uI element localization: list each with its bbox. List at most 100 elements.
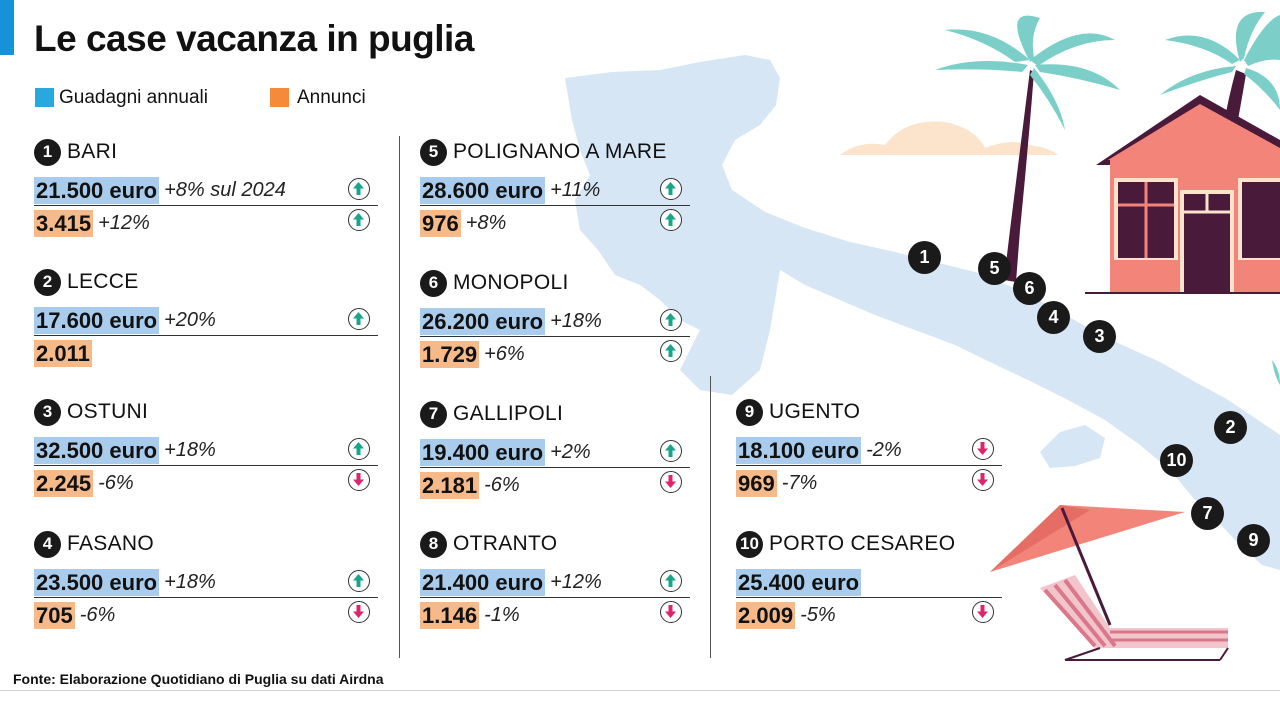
listings-row: 2.011 xyxy=(34,338,92,368)
page-title: Le case vacanza in puglia xyxy=(34,18,474,59)
map-marker: 3 xyxy=(1083,320,1116,353)
city-name: POLIGNANO A MARE xyxy=(453,140,667,163)
source-footer: Fonte: Elaborazione Quotidiano di Puglia… xyxy=(13,671,384,687)
arrow-up-icon xyxy=(660,440,682,462)
city-card: 10 PORTO CESAREO 25.400 euro 2.009 -5% xyxy=(736,529,1004,631)
earnings-row: 25.400 euro xyxy=(736,567,862,597)
puglia-map-shape xyxy=(565,55,1280,570)
listings-row: 976 +8% xyxy=(420,208,506,238)
city-header: 5 POLIGNANO A MARE xyxy=(420,137,667,167)
listings-change: +8% xyxy=(465,211,507,234)
arrow-down-icon xyxy=(348,469,370,491)
earnings-change: +8% sul 2024 xyxy=(164,178,286,201)
listings-row: 2.181 -6% xyxy=(420,470,520,500)
listings-change: -1% xyxy=(484,603,520,626)
map-marker: 4 xyxy=(1037,301,1070,334)
city-card: 7 GALLIPOLI 19.400 euro +2% 2.181 -6% xyxy=(420,399,692,501)
city-name: OTRANTO xyxy=(453,532,558,555)
earnings-row: 18.100 euro -2% xyxy=(736,435,902,465)
earnings-change: +2% xyxy=(550,440,591,463)
earnings-row: 23.500 euro +18% xyxy=(34,567,216,597)
listings-change: -6% xyxy=(484,473,520,496)
city-card: 6 MONOPOLI 26.200 euro +18% 1.729 +6% xyxy=(420,268,692,370)
listings-change: +6% xyxy=(484,342,525,365)
city-header: 1 BARI xyxy=(34,137,117,167)
listings-value: 969 xyxy=(736,469,777,497)
listings-value: 2.181 xyxy=(420,471,480,499)
listings-row: 1.146 -1% xyxy=(420,600,520,630)
city-header: 8 OTRANTO xyxy=(420,529,557,559)
earnings-row: 32.500 euro +18% xyxy=(34,435,216,465)
cloud-illustration xyxy=(840,121,1058,155)
earnings-row: 21.500 euro +8% sul 2024 xyxy=(34,175,286,205)
earnings-row: 21.400 euro +12% xyxy=(420,567,602,597)
listings-change: -6% xyxy=(98,471,134,494)
earnings-value: 19.400 euro xyxy=(420,438,546,466)
listings-value: 1.729 xyxy=(420,340,480,368)
earnings-value: 21.500 euro xyxy=(34,176,160,204)
listings-change: -7% xyxy=(781,471,818,494)
listings-value: 1.146 xyxy=(420,601,480,629)
arrow-down-icon xyxy=(972,438,994,460)
rank-badge: 3 xyxy=(34,398,61,426)
city-name: UGENTO xyxy=(769,400,861,423)
map-marker: 9 xyxy=(1237,524,1270,557)
listings-value: 3.415 xyxy=(34,209,94,237)
earnings-value: 21.400 euro xyxy=(420,568,546,596)
row-divider xyxy=(736,597,1002,598)
earnings-change: +11% xyxy=(550,178,601,201)
listings-change: +12% xyxy=(98,211,150,234)
city-card: 9 UGENTO 18.100 euro -2% 969 -7% xyxy=(736,397,1004,499)
footer-divider xyxy=(0,690,1280,691)
legend-swatch-listings xyxy=(270,88,289,107)
earnings-value: 32.500 euro xyxy=(34,436,160,464)
map-marker: 7 xyxy=(1191,497,1224,530)
earnings-row: 28.600 euro +11% xyxy=(420,175,600,205)
city-header: 2 LECCE xyxy=(34,267,139,297)
arrow-up-icon xyxy=(348,308,370,330)
listings-value: 705 xyxy=(34,601,75,629)
city-header: 4 FASANO xyxy=(34,529,154,559)
arrow-up-icon xyxy=(348,178,370,200)
earnings-change: -2% xyxy=(866,438,902,461)
arrow-up-icon xyxy=(348,209,370,231)
earnings-value: 18.100 euro xyxy=(736,436,862,464)
arrow-up-icon xyxy=(660,570,682,592)
earnings-value: 17.600 euro xyxy=(34,306,160,334)
row-divider xyxy=(736,465,1002,466)
city-name: LECCE xyxy=(67,270,139,293)
map-marker: 5 xyxy=(978,252,1011,285)
city-name: FASANO xyxy=(67,532,154,555)
legend-label-earnings: Guadagni annuali xyxy=(59,87,208,108)
earnings-change: +20% xyxy=(164,308,216,331)
city-name: OSTUNI xyxy=(67,400,149,423)
title-accent-bar xyxy=(0,0,14,55)
map-marker: 6 xyxy=(1013,272,1046,305)
city-name: PORTO CESAREO xyxy=(769,532,956,555)
listings-value: 2.245 xyxy=(34,469,94,497)
city-card: 3 OSTUNI 32.500 euro +18% 2.245 -6% xyxy=(34,397,380,499)
plant-leaf-decoration xyxy=(1272,360,1280,385)
map-marker: 2 xyxy=(1214,411,1247,444)
listings-value: 2.011 xyxy=(34,339,92,367)
arrow-up-icon xyxy=(660,340,682,362)
earnings-value: 25.400 euro xyxy=(736,568,862,596)
arrow-up-icon xyxy=(660,309,682,331)
listings-row: 1.729 +6% xyxy=(420,339,525,369)
city-header: 6 MONOPOLI xyxy=(420,268,569,298)
city-header: 10 PORTO CESAREO xyxy=(736,529,955,559)
listings-row: 2.245 -6% xyxy=(34,468,134,498)
arrow-down-icon xyxy=(660,471,682,493)
listings-row: 2.009 -5% xyxy=(736,600,836,630)
city-name: GALLIPOLI xyxy=(453,402,564,425)
earnings-value: 28.600 euro xyxy=(420,176,546,204)
earnings-change: +18% xyxy=(550,309,602,332)
listings-value: 2.009 xyxy=(736,601,796,629)
earnings-row: 17.600 euro +20% xyxy=(34,305,216,335)
map-marker: 1 xyxy=(908,241,941,274)
arrow-up-icon xyxy=(660,178,682,200)
arrow-down-icon xyxy=(972,469,994,491)
row-divider xyxy=(34,335,378,336)
arrow-up-icon xyxy=(348,570,370,592)
